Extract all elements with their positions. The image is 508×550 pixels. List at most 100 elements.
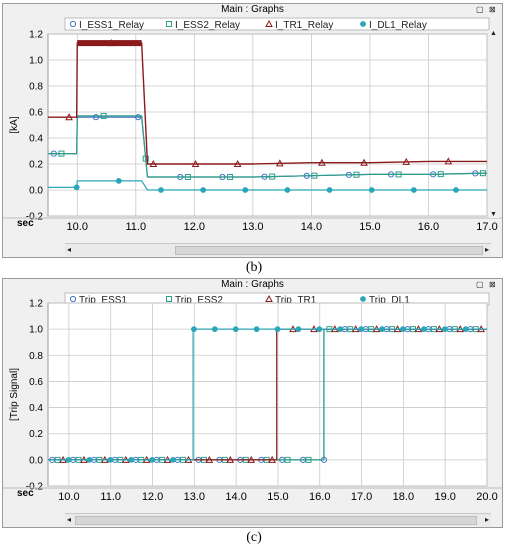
horizontal-scrollbar[interactable]: ◂ ▸ (65, 243, 491, 256)
data-point (191, 159, 200, 167)
legend-label: Trip_ESS2 (175, 295, 223, 306)
graph-panel-b: Main : Graphs ▢ ⊠ I_ESS1_Relay I_ESS2_Rel… (2, 3, 503, 258)
legend-label: Trip_DL1 (369, 295, 410, 306)
scroll-right-arrow[interactable]: ▸ (484, 245, 489, 254)
y-tick-label: 0.4 (29, 134, 43, 145)
legend-marker (69, 20, 77, 28)
legend-marker (360, 296, 366, 302)
horizontal-scrollbar[interactable]: ◂ ▸ (65, 513, 491, 526)
y-tick-label: 1.0 (29, 56, 43, 67)
x-tick-label: 13.0 (242, 221, 263, 233)
legend-marker (265, 294, 273, 302)
y-tick-label: -0.2 (26, 212, 44, 223)
y-tick-label: 1.2 (29, 299, 43, 310)
minimize-button[interactable]: ▢ (476, 5, 484, 14)
y-tick-label: 0.8 (29, 82, 43, 93)
data-point (65, 113, 73, 121)
data-point (73, 184, 80, 191)
data-point (86, 456, 93, 463)
data-point (284, 456, 291, 463)
data-point (360, 158, 368, 166)
data-point (420, 326, 427, 333)
data-point (268, 455, 276, 463)
data-point (337, 326, 344, 333)
data-point (191, 326, 197, 333)
data-point (441, 326, 448, 333)
legend-marker (166, 21, 172, 27)
x-tick-label: 17.0 (476, 221, 497, 233)
x-tick-label: 11.0 (100, 491, 121, 503)
data-point (149, 159, 158, 167)
close-button[interactable]: ⊠ (489, 280, 496, 289)
data-point (142, 155, 149, 162)
x-tick-label: 10.0 (58, 491, 79, 503)
x-tick-label: 17.0 (351, 491, 372, 503)
y-tick-label: 0.2 (29, 160, 43, 171)
y-axis-label: [kA] (9, 116, 20, 133)
graph-panel-c: Main : Graphs ▢ ⊠ Trip_ESS1 Trip_ESS2 Trip… (2, 278, 503, 528)
x-tick-label: 14.0 (301, 221, 322, 233)
x-tick-label: 13.0 (184, 491, 205, 503)
y-tick-label: 0.6 (29, 108, 43, 119)
data-point (353, 171, 360, 178)
data-point (253, 326, 260, 333)
data-point (227, 174, 234, 180)
data-point (232, 326, 239, 333)
x-tick-label: 12.0 (184, 221, 205, 233)
window-title: Main : Graphs (221, 4, 284, 15)
data-point (92, 114, 100, 121)
data-point (479, 170, 486, 177)
y-tick-label: 0.4 (29, 403, 43, 414)
data-point (274, 326, 281, 333)
series-band (77, 40, 142, 47)
data-point (200, 187, 207, 193)
y-tick-label: 0.2 (29, 429, 43, 440)
legend-label: I_TR1_Relay (275, 20, 333, 31)
data-point (402, 157, 411, 165)
x-tick-label: 11.0 (126, 221, 147, 233)
legend-label: I_ESS2_Relay (175, 20, 240, 31)
scroll-left-arrow[interactable]: ◂ (67, 515, 72, 524)
scroll-left-arrow[interactable]: ◂ (67, 245, 72, 254)
series-line (48, 115, 488, 178)
y-tick-label: -0.2 (26, 482, 44, 493)
vertical-scrollbar[interactable]: ▲ ▼ (489, 30, 499, 218)
data-point (284, 187, 291, 193)
scroll-down-arrow[interactable]: ▼ (490, 211, 497, 218)
data-point (205, 455, 214, 463)
x-tick-label: 16.0 (309, 491, 330, 503)
data-point (444, 157, 453, 165)
x-tick-label: 16.0 (418, 221, 439, 233)
data-point (358, 326, 365, 333)
x-tick-label: 12.0 (142, 491, 163, 503)
data-point (149, 456, 156, 463)
data-point (305, 456, 312, 463)
x-tick-label: 10.0 (67, 221, 88, 233)
data-point (211, 326, 218, 333)
legend-label: Trip_TR1 (275, 295, 317, 306)
y-tick-label: 1.2 (29, 30, 43, 41)
close-button[interactable]: ⊠ (489, 5, 496, 14)
data-point (242, 187, 249, 193)
series-line (48, 180, 487, 191)
y-axis-label: [Trip Signal] (9, 368, 20, 421)
data-point (135, 114, 142, 121)
y-tick-label: 0.0 (29, 186, 43, 197)
data-point (233, 159, 242, 167)
legend-marker (265, 19, 273, 27)
scroll-up-arrow[interactable]: ▲ (490, 30, 497, 37)
scroll-right-arrow[interactable]: ▸ (484, 515, 489, 524)
scroll-thumb[interactable] (175, 246, 483, 255)
legend-label: Trip_ESS1 (79, 295, 127, 306)
plot-c: Trip_ESS1 Trip_ESS2 Trip_TR1 Trip_DL1 -0.2 0.… (3, 292, 502, 503)
plot-area (47, 33, 488, 217)
data-point (295, 326, 302, 333)
y-tick-label: 0.8 (29, 351, 43, 362)
minimize-button[interactable]: ▢ (476, 280, 484, 289)
data-point (368, 187, 375, 193)
data-point (247, 455, 256, 463)
scroll-thumb[interactable] (75, 516, 477, 525)
data-point (462, 326, 469, 333)
legend-marker (69, 295, 77, 303)
y-tick-label: 0.6 (29, 377, 43, 388)
